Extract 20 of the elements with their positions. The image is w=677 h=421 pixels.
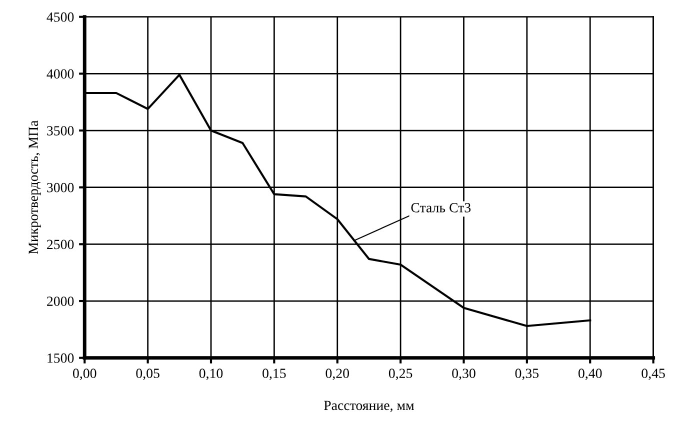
- annotation: Сталь Ст3: [411, 203, 471, 212]
- y-tick-label: 2000: [47, 296, 74, 306]
- y-tick-label: 4000: [46, 69, 74, 79]
- x-tick-label: 0,20: [326, 368, 349, 380]
- x-tick-label: 0,05: [136, 368, 160, 380]
- x-tick-label: 0,30: [452, 368, 476, 380]
- y-tick-label: 1500: [48, 353, 74, 363]
- x-tick-label: 0,15: [262, 368, 286, 380]
- y-tick-label: 3000: [47, 182, 74, 192]
- x-tick-label: 0,45: [642, 368, 665, 380]
- x-tick-label: 0,35: [515, 368, 539, 380]
- x-tick-label: 0,25: [388, 368, 412, 380]
- x-tick-label: 0,00: [73, 368, 96, 380]
- y-tick-label: 3500: [47, 126, 74, 136]
- y-tick-label: 4500: [46, 12, 74, 22]
- x-axis-title: Расстояние, мм: [324, 400, 414, 412]
- x-tick-label: 0,40: [578, 368, 602, 380]
- x-tick-label: 0,10: [199, 368, 223, 380]
- y-axis-title: Микротвердость, МПа: [28, 120, 41, 254]
- y-tick-label: 2500: [47, 240, 74, 250]
